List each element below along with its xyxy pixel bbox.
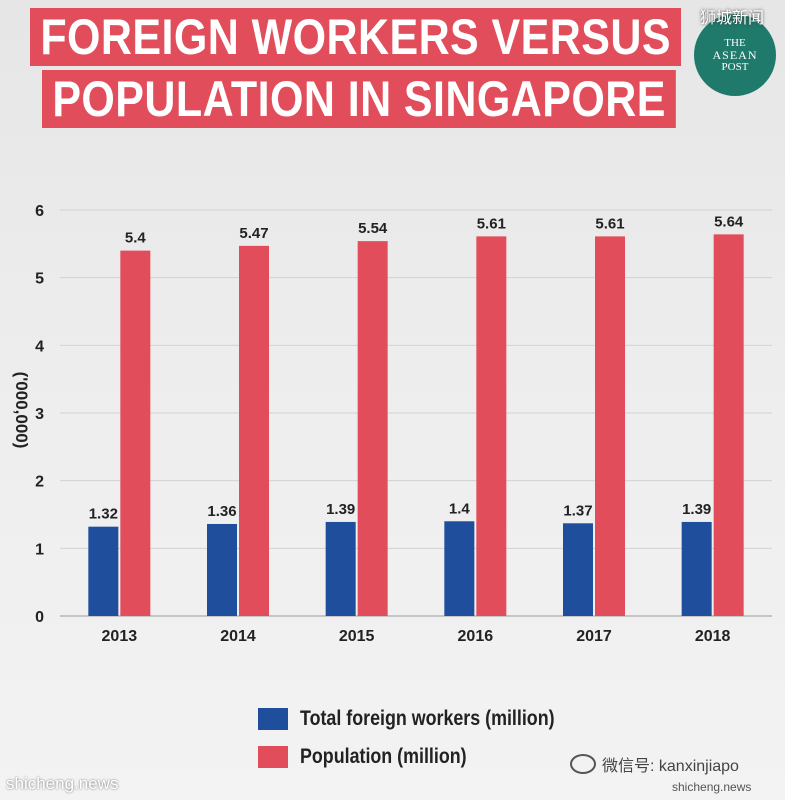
watermark-bottom-right-small: shicheng.news xyxy=(672,780,752,794)
bars: 1.32 5.4 1.36 5.47 1.39 5.54 1.4 5.61 1.37 5.61 1.… xyxy=(88,213,744,617)
data-label: 5.54 xyxy=(358,220,388,237)
data-label: 1.39 xyxy=(682,501,711,518)
legend-label-workers: Total foreign workers (million) xyxy=(300,707,555,730)
bar-workers xyxy=(681,521,712,616)
y-axis-tick-labels: 0 1 2 3 4 5 6 xyxy=(35,203,44,626)
bar-workers xyxy=(88,526,119,616)
y-tick-label: 6 xyxy=(35,203,44,220)
watermark-top: 狮城新闻 xyxy=(700,10,765,27)
x-tick-label: 2014 xyxy=(220,628,256,645)
y-tick-label: 5 xyxy=(35,271,44,288)
bar-workers xyxy=(563,523,593,616)
bar-population xyxy=(595,236,625,616)
x-axis-tick-labels: 2013 2014 2015 2016 2017 2018 xyxy=(102,628,731,645)
bar-population xyxy=(476,236,507,616)
y-tick-label: 3 xyxy=(35,406,44,423)
x-tick-label: 2013 xyxy=(102,628,138,645)
data-label: 5.4 xyxy=(125,230,147,247)
title-line-1: FOREIGN WORKERS VERSUS xyxy=(30,8,682,66)
legend: Total foreign workers (million) Populati… xyxy=(258,700,599,776)
bar-population xyxy=(120,250,151,616)
x-tick-label: 2016 xyxy=(458,628,494,645)
x-tick-label: 2015 xyxy=(339,628,375,645)
bar-workers xyxy=(207,523,237,616)
y-axis-label: ('000,000) xyxy=(12,372,31,449)
x-tick-label: 2017 xyxy=(576,628,612,645)
y-tick-label: 4 xyxy=(35,338,44,355)
watermark-wechat: 微信号: kanxinjiapo xyxy=(570,752,739,776)
data-label: 5.64 xyxy=(714,213,744,230)
title-line-2: POPULATION IN SINGAPORE xyxy=(42,70,677,128)
title-block: FOREIGN WORKERS VERSUS POPULATION IN SIN… xyxy=(30,8,785,128)
data-label: 1.4 xyxy=(449,500,471,517)
logo-line-3: POST xyxy=(721,61,749,73)
data-label: 1.36 xyxy=(207,503,236,520)
legend-item-population: Population (million) xyxy=(258,738,599,776)
x-tick-label: 2018 xyxy=(695,628,731,645)
bar-population xyxy=(357,241,388,617)
bar-workers xyxy=(444,521,475,616)
watermark-wechat-text: 微信号: kanxinjiapo xyxy=(602,758,739,775)
grid-lines xyxy=(60,209,772,617)
asean-post-logo: THE ASEAN POST xyxy=(694,14,776,96)
data-label: 5.61 xyxy=(595,215,624,232)
watermark-bottom-left: shicheng.news xyxy=(6,774,119,793)
bar-population xyxy=(239,245,269,616)
logo-line-1: THE xyxy=(724,37,746,49)
data-label: 1.39 xyxy=(326,501,355,518)
legend-swatch-workers xyxy=(258,708,288,730)
data-label: 1.32 xyxy=(89,506,118,523)
y-tick-label: 1 xyxy=(35,541,44,558)
legend-item-workers: Total foreign workers (million) xyxy=(258,700,599,738)
y-tick-label: 2 xyxy=(35,474,44,491)
legend-swatch-population xyxy=(258,746,288,768)
legend-label-population: Population (million) xyxy=(300,745,467,768)
bar-population xyxy=(713,234,744,617)
wechat-icon xyxy=(570,754,596,774)
bar-chart: 0 1 2 3 4 5 6 ('000,000) 1.32 5.4 1.36 5.47 1.39 5.… xyxy=(12,203,772,645)
data-label: 5.61 xyxy=(477,215,506,232)
bar-workers xyxy=(325,521,356,616)
data-label: 1.37 xyxy=(563,502,592,519)
data-label: 5.47 xyxy=(239,225,268,242)
logo-line-2: ASEAN xyxy=(712,48,758,62)
y-tick-label: 0 xyxy=(35,609,44,626)
